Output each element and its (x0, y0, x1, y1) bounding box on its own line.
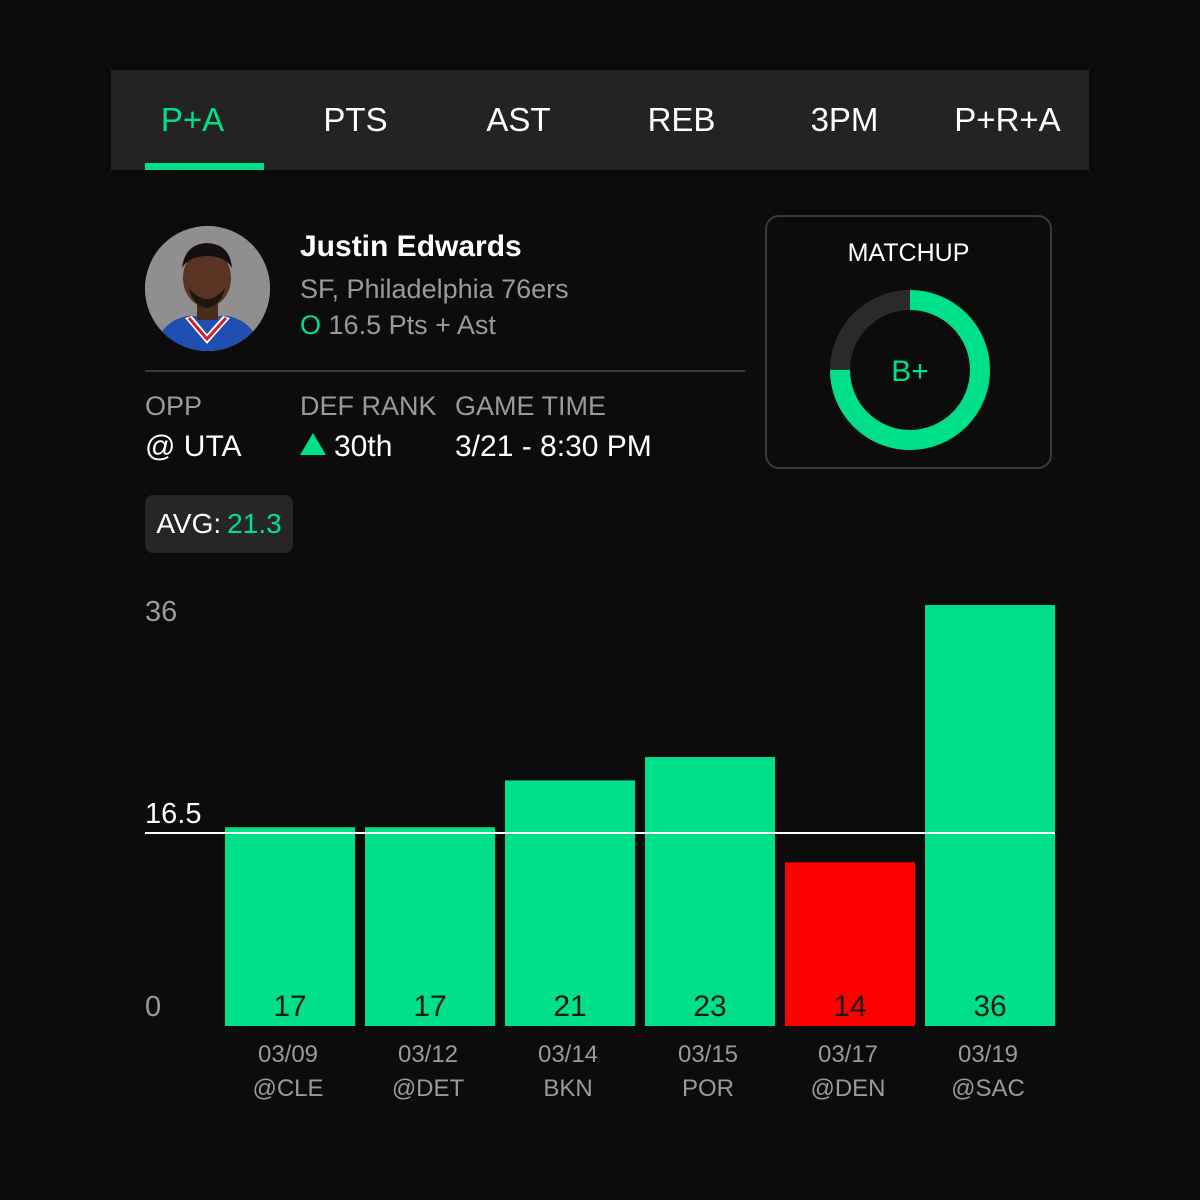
prop-line: O 16.5 Pts + Ast (300, 310, 496, 341)
bar-03-09 (225, 827, 355, 1026)
over-under-indicator: O (300, 310, 322, 340)
bar-value-label: 23 (693, 990, 726, 1023)
x-tick-opponent: BKN (543, 1075, 592, 1102)
x-tick-date: 03/17 (818, 1041, 878, 1068)
def-rank-value: 30th (334, 430, 393, 463)
def-rank-value-wrap: 30th (300, 430, 392, 464)
bar-value-label: 21 (553, 990, 586, 1023)
bar-value-label: 36 (973, 990, 1006, 1023)
prop-line-text: 16.5 Pts + Ast (328, 310, 496, 340)
x-tick-opponent: @DEN (810, 1075, 885, 1102)
matchup-card: MATCHUP B+ (765, 215, 1052, 469)
game-time-label: GAME TIME (455, 391, 607, 421)
bar-03-14 (505, 780, 635, 1026)
x-tick-date: 03/09 (258, 1041, 318, 1068)
x-tick-date: 03/15 (678, 1041, 738, 1068)
tab-3pm[interactable]: 3PM (810, 101, 879, 138)
y-tick-min: 0 (145, 991, 161, 1023)
bar-value-label: 17 (273, 990, 306, 1023)
bar-value-label: 14 (833, 990, 866, 1023)
stat-tabs: P+A PTS AST REB 3PM P+R+A (111, 70, 1089, 170)
player-headshot-icon (145, 226, 270, 351)
x-tick-opponent: @DET (392, 1075, 465, 1102)
triangle-up-icon (300, 433, 326, 455)
average-pill: AVG: 21.3 (145, 495, 293, 553)
tab-ast[interactable]: AST (486, 101, 551, 138)
matchup-ring-fill (830, 290, 990, 450)
bar-03-17 (785, 862, 915, 1026)
tab-p-r-a[interactable]: P+R+A (954, 101, 1061, 138)
game-time-value: 3/21 - 8:30 PM (455, 430, 652, 463)
bar-value-label: 17 (413, 990, 446, 1023)
tab-reb[interactable]: REB (647, 101, 716, 138)
player-name: Justin Edwards (300, 230, 522, 263)
tab-pts[interactable]: PTS (323, 101, 388, 138)
def-rank-label: DEF RANK (300, 391, 437, 421)
matchup-grade: B+ (891, 355, 929, 388)
bar-03-19 (925, 605, 1055, 1026)
header-divider (145, 370, 745, 372)
x-tick-date: 03/19 (958, 1041, 1018, 1068)
x-tick-opponent: @SAC (951, 1075, 1025, 1102)
average-label: AVG: (156, 508, 222, 539)
opp-value: @ UTA (145, 430, 242, 463)
x-tick-date: 03/12 (398, 1041, 458, 1068)
tab-p-a[interactable]: P+A (111, 70, 274, 170)
player-avatar (145, 226, 270, 351)
x-tick-opponent: @CLE (252, 1075, 323, 1102)
matchup-title: MATCHUP (847, 239, 970, 267)
y-tick-max: 36 (145, 596, 177, 628)
x-tick-opponent: POR (682, 1075, 734, 1102)
player-team: SF, Philadelphia 76ers (300, 274, 569, 304)
x-tick-date: 03/14 (538, 1041, 598, 1068)
threshold-label: 16.5 (145, 798, 201, 830)
average-value: 21.3 (227, 508, 282, 539)
matchup-ring: B+ (830, 290, 990, 450)
bar-03-15 (645, 757, 775, 1026)
bar-03-12 (365, 827, 495, 1026)
opp-label: OPP (145, 391, 203, 421)
